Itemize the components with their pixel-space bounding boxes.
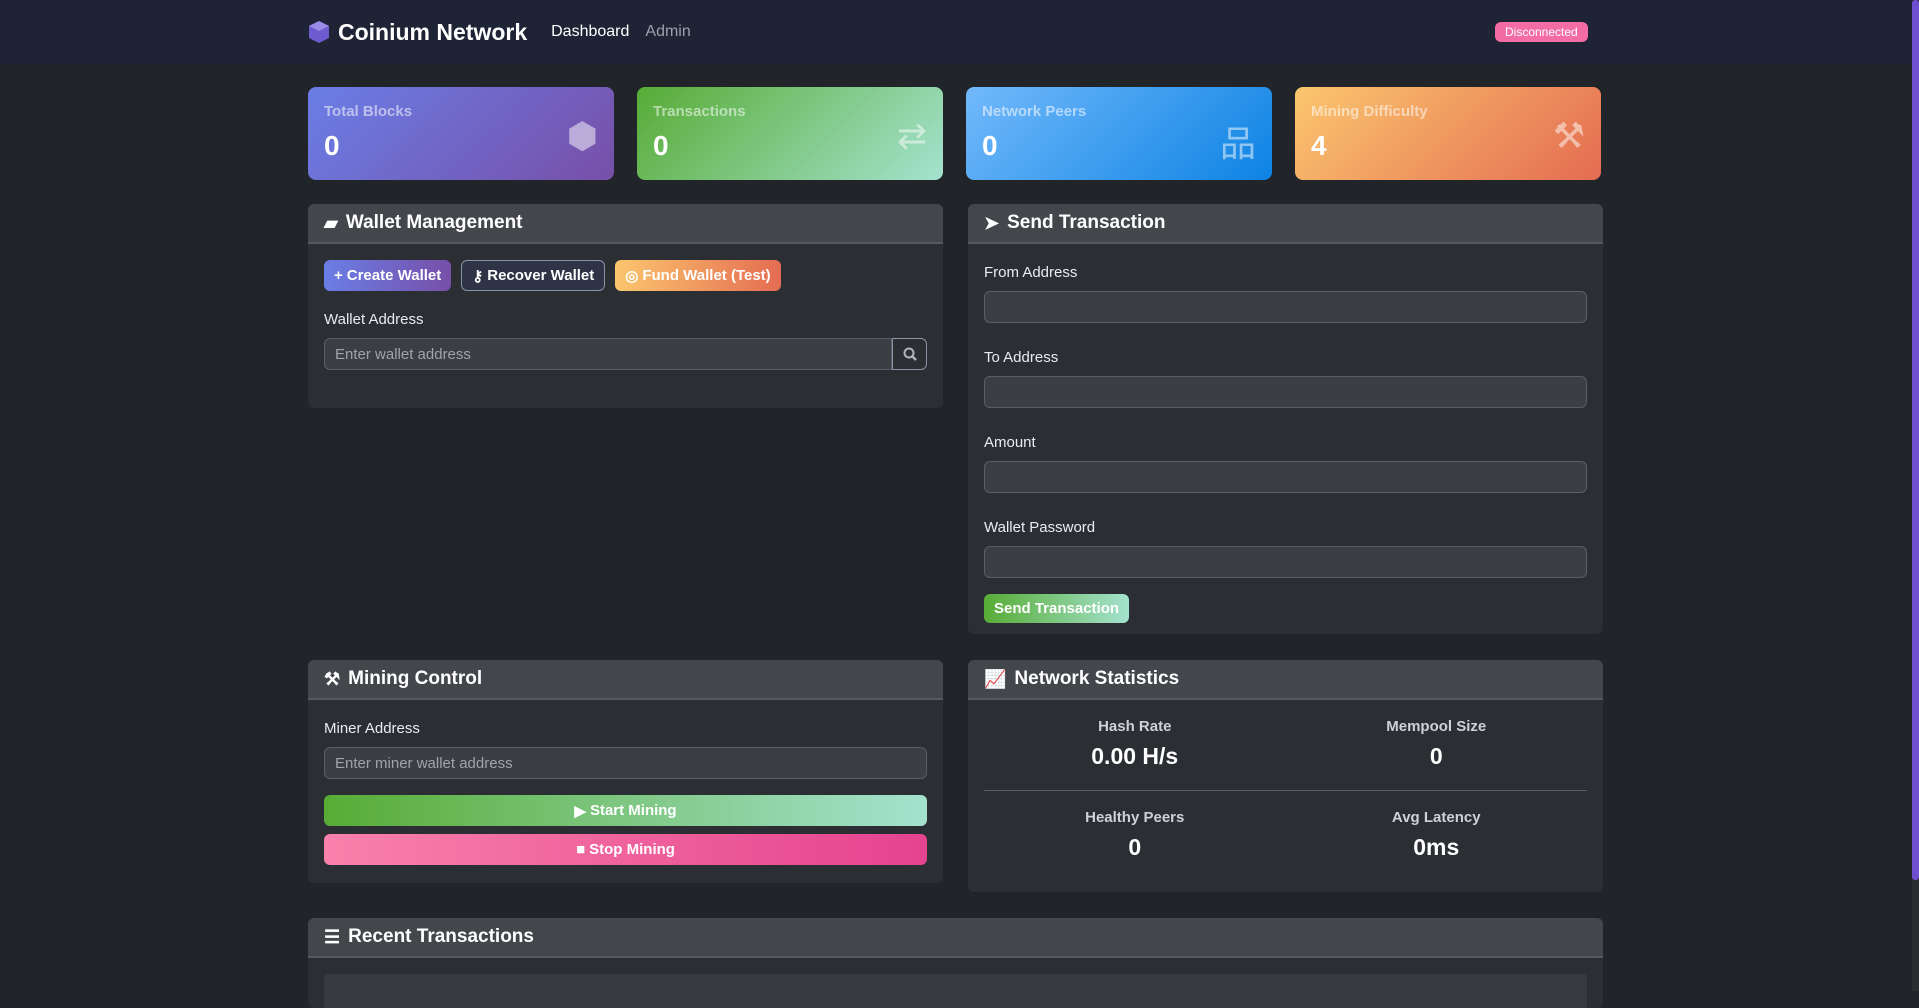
network-statistics-panel: 📈 Network Statistics Hash Rate 0.00 H/s Me… [968,660,1603,892]
to-address-input[interactable] [984,376,1587,408]
wallet-address-input[interactable]: Enter wallet address [324,338,893,370]
stat-value: 4 [1311,130,1327,161]
scrollbar-thumb[interactable] [1912,0,1919,880]
hammer-icon: ⚒ [324,668,341,689]
nav-dashboard[interactable]: Dashboard [551,23,630,40]
wallet-password-label: Wallet Password [984,519,1096,536]
healthy-peers-value: 0 [1128,834,1142,860]
stop-icon: ■ [576,841,586,858]
hash-rate-value: 0.00 H/s [1091,743,1179,769]
start-mining-button[interactable]: ▶ Start Mining [324,795,927,826]
wallet-icon: ▰ [324,212,338,233]
key-icon: ⚷ [472,267,484,285]
mining-control-panel: ⚒ Mining Control Miner Address Enter mine… [308,660,943,883]
mempool-value: 0 [1429,743,1443,769]
brand[interactable]: Coinium Network [308,19,527,46]
hash-rate-label: Hash Rate [1098,718,1172,735]
panel-title: Network Statistics [1014,668,1180,689]
search-button[interactable] [892,338,927,370]
stat-network-peers: Network Peers 0 品 [966,87,1272,180]
wallet-password-input[interactable] [984,546,1587,578]
coins-icon: ◎ [625,267,639,285]
fund-wallet-button[interactable]: ◎ Fund Wallet (Test) [615,260,781,291]
stat-label: Total Blocks [324,103,413,120]
from-address-label: From Address [984,264,1078,281]
panel-title: Wallet Management [345,212,523,233]
stat-mining-difficulty: Mining Difficulty 4 ⚒ [1295,87,1601,180]
paper-plane-icon: ➤ [984,212,1000,233]
stat-total-blocks: Total Blocks 0 ⬢ [308,87,614,180]
brand-name: Coinium Network [338,18,528,45]
stat-value: 0 [324,130,340,161]
hammer-icon: ⚒ [1552,115,1585,156]
recent-transactions-panel: ☰ Recent Transactions [308,918,1603,1008]
from-address-input[interactable] [984,291,1587,323]
navbar: Coinium Network Dashboard Admin Disconne… [0,0,1919,64]
network-icon: 品 [1219,123,1256,164]
chart-line-icon: 📈 [984,668,1007,689]
healthy-peers-label: Healthy Peers [1085,809,1185,826]
connection-status-badge: Disconnected [1495,22,1588,42]
stat-value: 0 [982,130,998,161]
wallet-address-label: Wallet Address [324,311,424,328]
play-icon: ▶ [574,802,586,820]
stop-mining-button[interactable]: ■ Stop Mining [324,834,927,865]
to-address-label: To Address [984,349,1059,366]
transactions-table [324,974,1587,1008]
exchange-icon: ⇄ [896,115,927,156]
wallet-panel: ▰ Wallet Management + Create Wallet ⚷ Recov… [308,204,943,408]
cube-icon [309,21,329,43]
list-icon: ☰ [324,926,341,947]
panel-title: Mining Control [348,668,483,689]
amount-input[interactable] [984,461,1587,493]
stat-value: 0 [653,130,669,161]
cubes-icon: ⬢ [566,115,598,156]
create-wallet-button[interactable]: + Create Wallet [324,260,452,291]
search-icon [903,347,917,361]
panel-title: Recent Transactions [348,926,534,947]
miner-address-input[interactable]: Enter miner wallet address [324,747,927,779]
mempool-label: Mempool Size [1386,718,1487,735]
avg-latency-label: Avg Latency [1391,809,1481,826]
amount-label: Amount [984,434,1036,451]
avg-latency-value: 0ms [1413,834,1460,860]
miner-address-label: Miner Address [324,720,420,737]
stat-label: Network Peers [982,103,1087,120]
stat-label: Mining Difficulty [1311,103,1428,120]
nav-admin[interactable]: Admin [645,23,691,40]
scrollbar[interactable] [1912,0,1919,991]
plus-icon: + [334,267,343,284]
stat-label: Transactions [653,103,746,120]
send-transaction-panel: ➤ Send Transaction From Address To Addres… [968,204,1603,634]
stat-transactions: Transactions 0 ⇄ [637,87,943,180]
panel-title: Send Transaction [1007,212,1166,233]
send-transaction-button[interactable]: Send Transaction [984,594,1130,623]
recover-wallet-button[interactable]: ⚷ Recover Wallet [461,260,606,291]
